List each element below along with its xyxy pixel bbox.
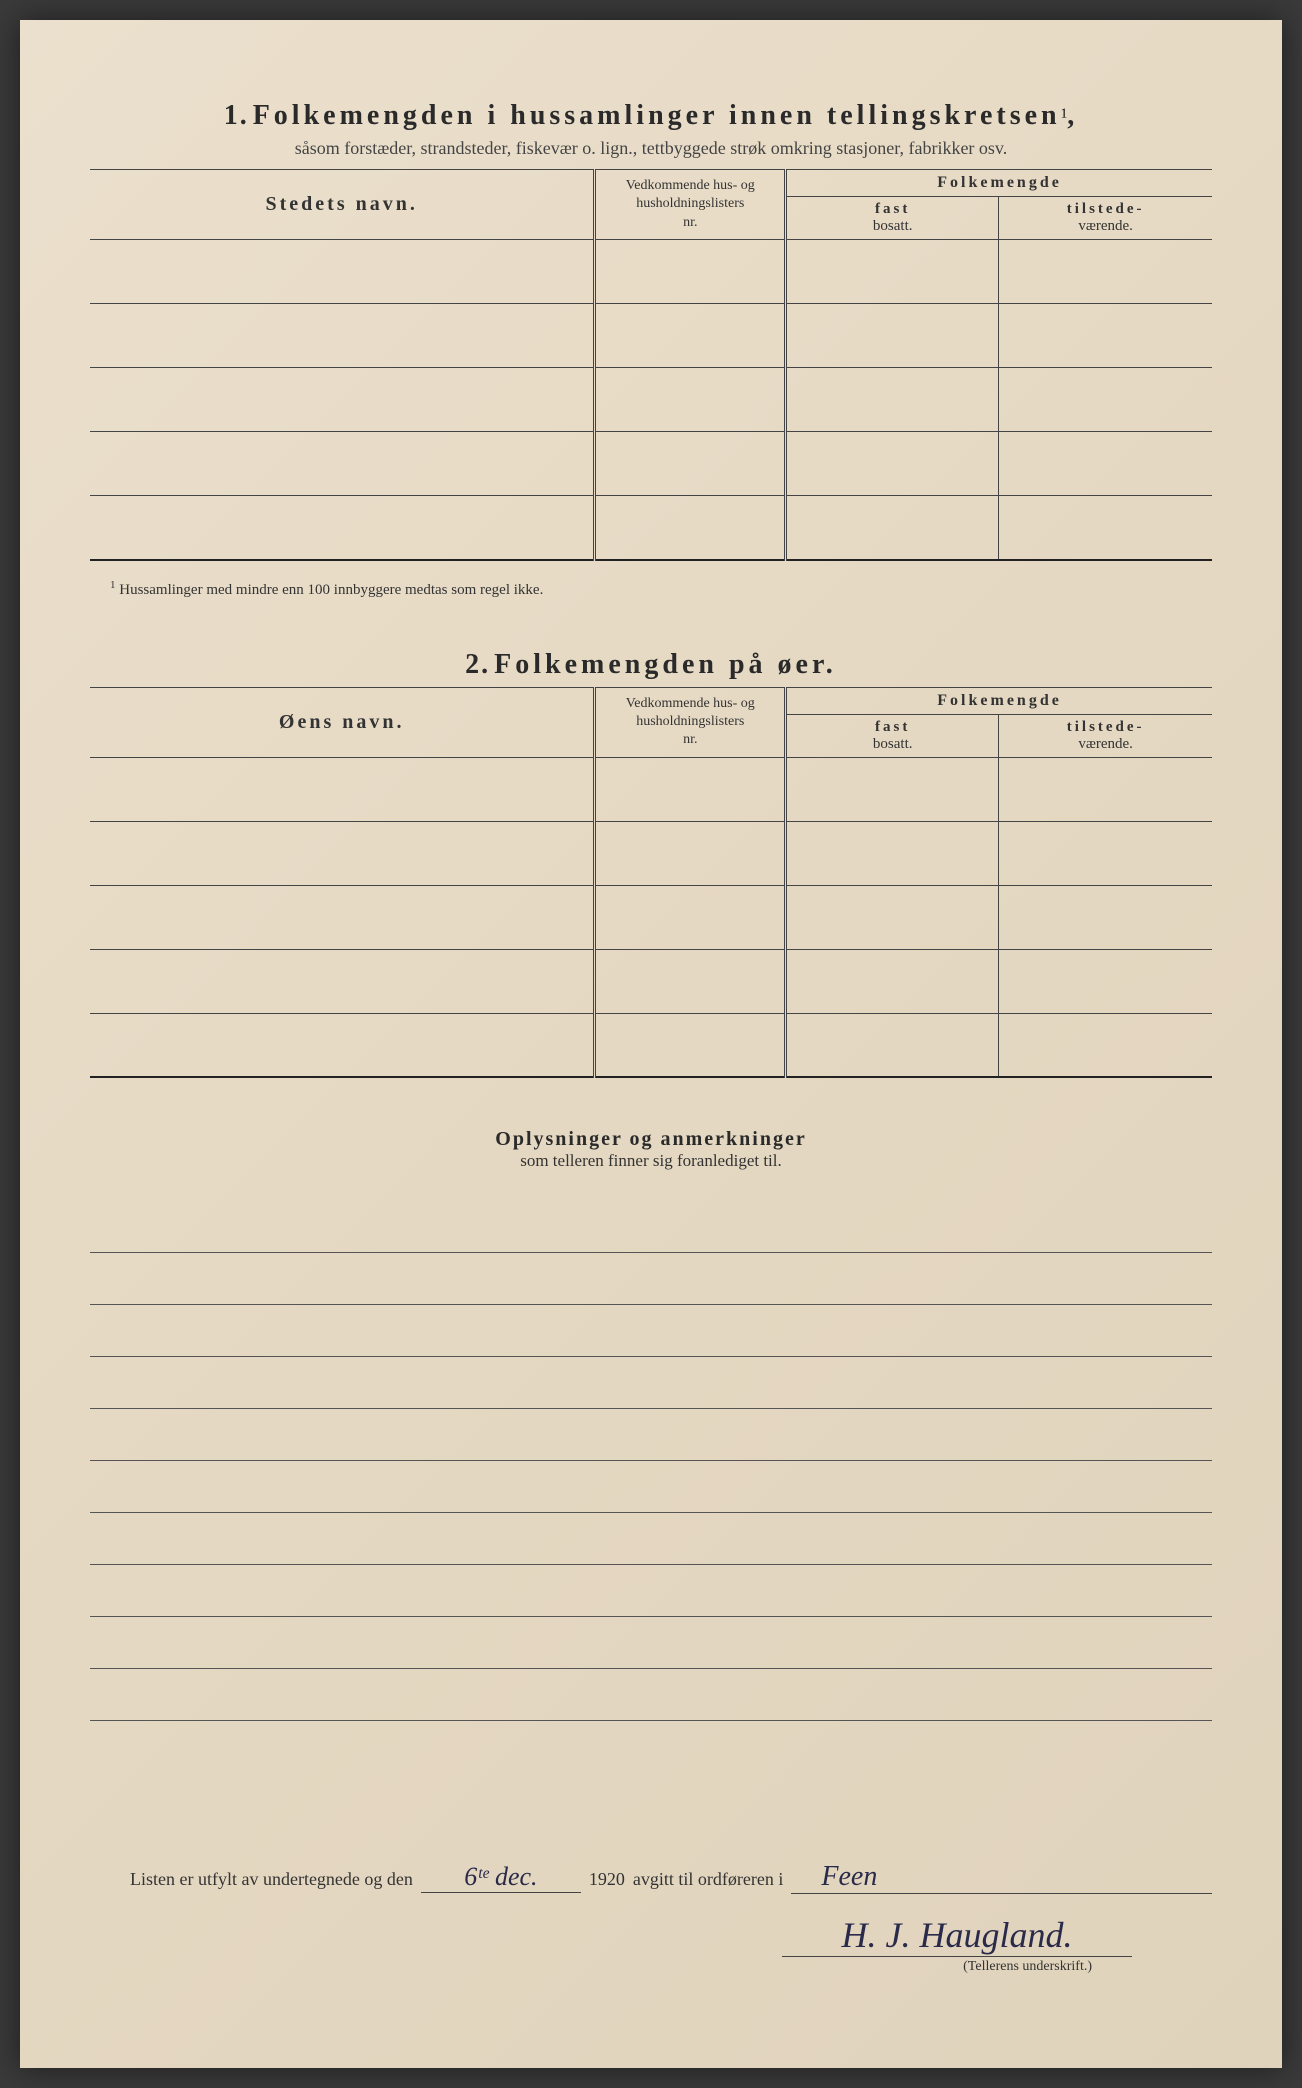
ruled-line xyxy=(90,1565,1212,1617)
signature-area: H. J. Haugland. xyxy=(90,1914,1212,1957)
ruled-line xyxy=(90,1253,1212,1305)
section1-col-lists: Vedkommende hus- og husholdningslisters … xyxy=(595,170,786,240)
remarks-title: Oplysninger og anmerkninger xyxy=(90,1128,1212,1151)
section2-rows xyxy=(90,757,1212,1077)
section2: 2. Folkemengden på øer. Øens navn. Vedko… xyxy=(90,649,1212,1079)
ruled-line xyxy=(90,1669,1212,1721)
ruled-line xyxy=(90,1305,1212,1357)
section1-col-fast: fast bosatt. xyxy=(786,197,999,240)
footer-place: Feen xyxy=(791,1861,1212,1894)
footer-date: 6ᵗᵉ dec. xyxy=(421,1862,581,1893)
section2-number: 2. xyxy=(465,649,490,680)
section1-title: 1. Folkemengden i hussamlinger innen tel… xyxy=(90,100,1212,132)
section1-title-text: Folkemengden i hussamlinger innen tellin… xyxy=(253,100,1061,131)
signature-label: (Tellerens underskrift.) xyxy=(90,1959,1212,1975)
ruled-line xyxy=(90,1617,1212,1669)
section1-rows xyxy=(90,240,1212,560)
section2-col-lists: Vedkommende hus- og husholdningslisters … xyxy=(595,687,786,757)
section2-col-pop: Folkemengde xyxy=(786,687,1212,714)
signature: H. J. Haugland. xyxy=(782,1914,1132,1957)
section1-footnote: 1 Hussamlinger med mindre enn 100 innbyg… xyxy=(110,579,1212,599)
footer-text-before: Listen er utfylt av undertegnede og den xyxy=(130,1869,413,1890)
remarks-lines xyxy=(90,1201,1212,1721)
section1-col-name: Stedets navn. xyxy=(90,170,595,240)
remarks-subtitle: som telleren finner sig foranlediget til… xyxy=(90,1151,1212,1171)
section1-col-tilstede: tilstede- værende. xyxy=(999,197,1212,240)
footer-line: Listen er utfylt av undertegnede og den … xyxy=(90,1861,1212,1894)
section2-col-tilstede: tilstede- værende. xyxy=(999,714,1212,757)
ruled-line xyxy=(90,1357,1212,1409)
section1-subtitle: såsom forstæder, strandsteder, fiskevær … xyxy=(90,138,1212,159)
section2-table: Øens navn. Vedkommende hus- og husholdni… xyxy=(90,687,1212,1079)
section1-col-pop: Folkemengde xyxy=(786,170,1212,197)
section2-col-name: Øens navn. xyxy=(90,687,595,757)
section2-col-fast: fast bosatt. xyxy=(786,714,999,757)
footer-text-after: avgitt til ordføreren i xyxy=(633,1869,783,1890)
section2-title: 2. Folkemengden på øer. xyxy=(90,649,1212,681)
census-form-page: 1. Folkemengden i hussamlinger innen tel… xyxy=(20,20,1282,2068)
ruled-line xyxy=(90,1201,1212,1253)
ruled-line xyxy=(90,1513,1212,1565)
section1-table: Stedets navn. Vedkommende hus- og hushol… xyxy=(90,169,1212,561)
footer-year: 1920 xyxy=(589,1869,625,1890)
section1-number: 1. xyxy=(224,100,249,131)
section2-title-text: Folkemengden på øer. xyxy=(494,649,837,680)
ruled-line xyxy=(90,1461,1212,1513)
ruled-line xyxy=(90,1409,1212,1461)
